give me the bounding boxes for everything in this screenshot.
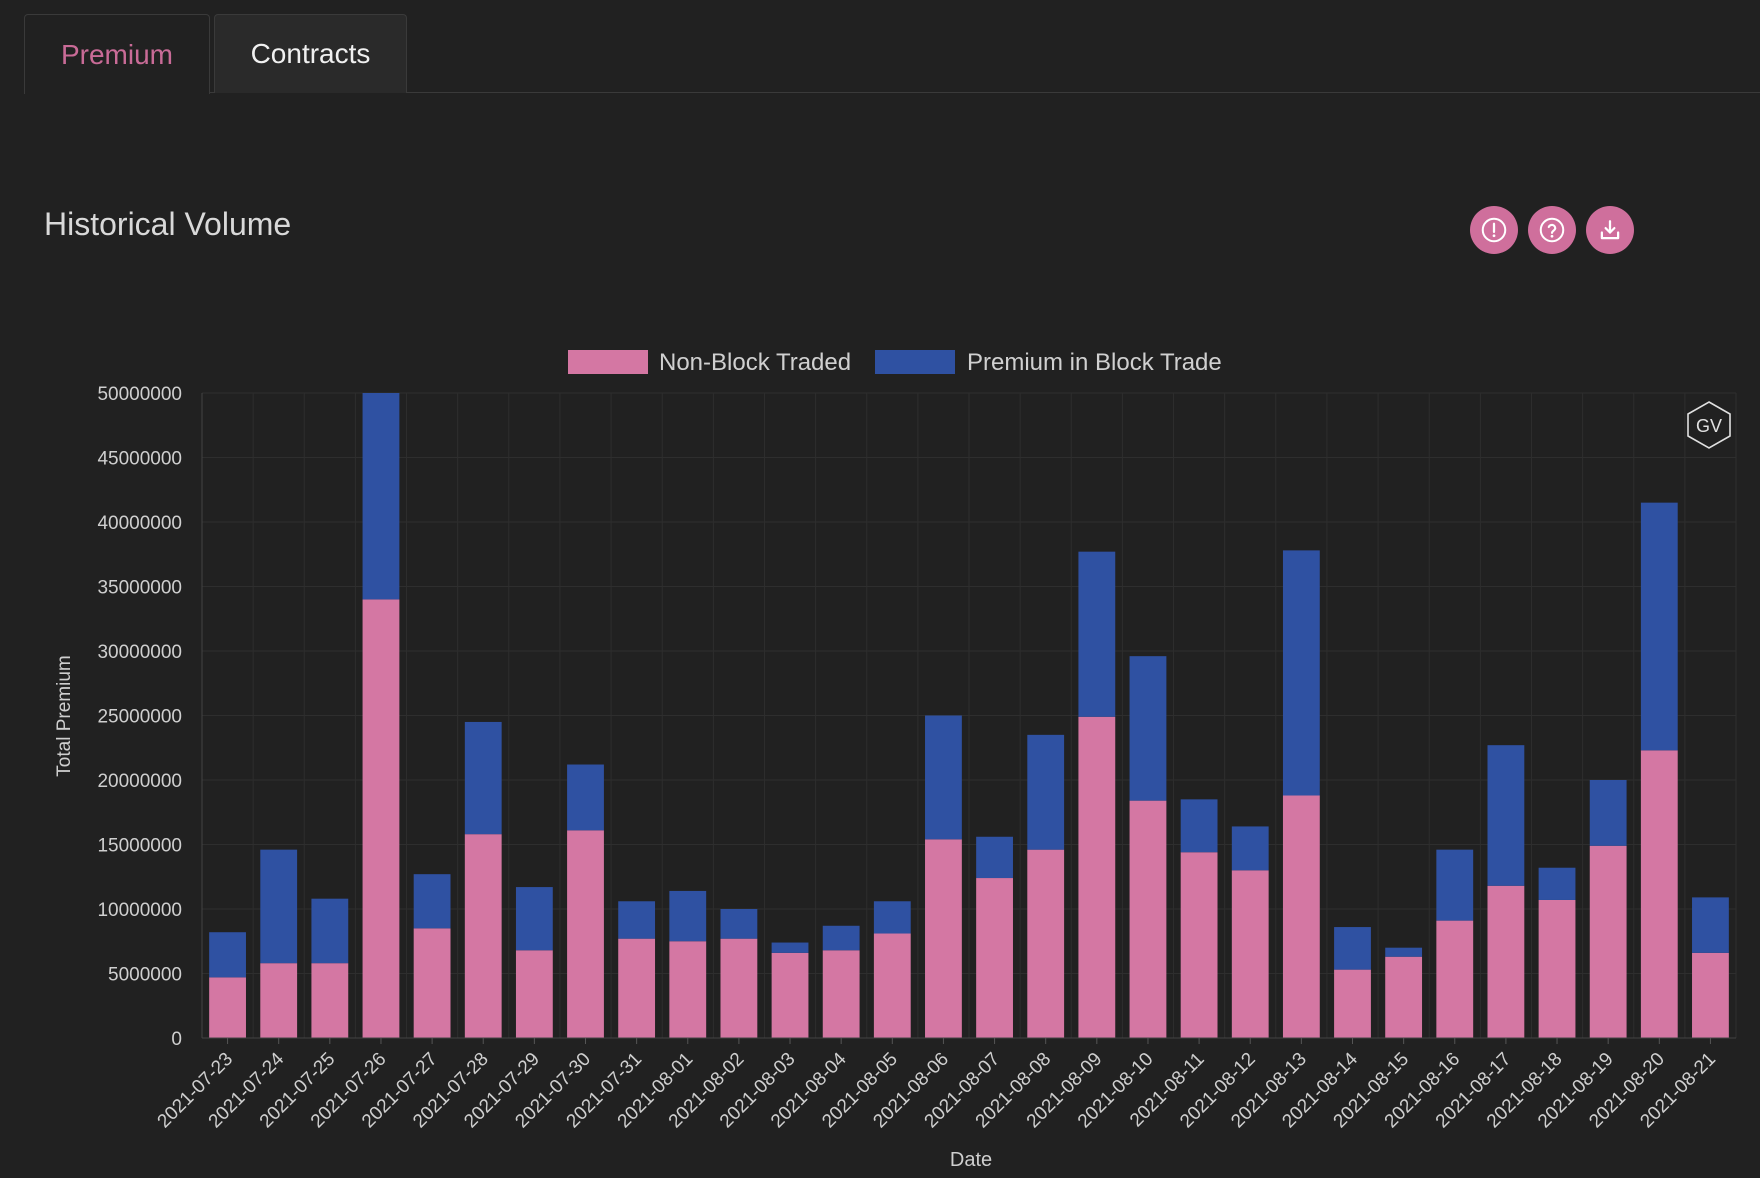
- y-tick-label: 35000000: [97, 578, 182, 599]
- y-tick-label: 45000000: [97, 449, 182, 470]
- bar-block[interactable]: [669, 890, 707, 942]
- legend-swatch-non-block[interactable]: [568, 350, 648, 374]
- alert-button[interactable]: [1470, 206, 1518, 254]
- bar-non-block[interactable]: [1282, 795, 1320, 1038]
- watermark-text: GV: [1696, 416, 1722, 436]
- legend: Non-Block Traded Premium in Block Trade: [568, 349, 1222, 376]
- bar-non-block[interactable]: [720, 938, 758, 1038]
- x-axis-label: Date: [950, 1149, 992, 1171]
- bar-block[interactable]: [822, 925, 860, 951]
- y-tick-label: 5000000: [108, 965, 182, 986]
- bar-block[interactable]: [362, 393, 400, 600]
- bar-block[interactable]: [515, 887, 553, 951]
- bar-non-block[interactable]: [873, 933, 911, 1038]
- bar-non-block[interactable]: [1385, 956, 1423, 1038]
- bar-block[interactable]: [976, 836, 1013, 879]
- bar-block[interactable]: [1640, 502, 1678, 751]
- bar-block[interactable]: [925, 715, 962, 840]
- bar-block[interactable]: [1334, 927, 1371, 970]
- y-tick-label: 40000000: [97, 513, 182, 534]
- bar-non-block[interactable]: [1487, 885, 1525, 1038]
- bar-non-block[interactable]: [925, 839, 962, 1038]
- bar-block[interactable]: [873, 901, 911, 934]
- bar-non-block[interactable]: [1538, 899, 1576, 1038]
- bar-non-block[interactable]: [413, 928, 451, 1038]
- y-tick-label: 50000000: [97, 384, 182, 405]
- bar-block[interactable]: [1129, 656, 1167, 801]
- legend-label-block[interactable]: Premium in Block Trade: [967, 349, 1222, 376]
- bar-block[interactable]: [1436, 849, 1474, 921]
- bar-block[interactable]: [1282, 550, 1320, 796]
- tab-divider: [24, 92, 1760, 93]
- bar-block[interactable]: [464, 721, 502, 835]
- bar-non-block[interactable]: [976, 878, 1013, 1038]
- bar-non-block[interactable]: [1436, 920, 1474, 1038]
- bar-block[interactable]: [720, 909, 758, 939]
- y-tick-label: 10000000: [97, 900, 182, 921]
- bar-block[interactable]: [1692, 897, 1729, 953]
- bar-block[interactable]: [413, 874, 451, 929]
- bar-block[interactable]: [260, 849, 298, 964]
- bar-non-block[interactable]: [362, 599, 400, 1038]
- bar-non-block[interactable]: [311, 963, 349, 1038]
- bar-non-block[interactable]: [1027, 849, 1065, 1038]
- tab-premium[interactable]: Premium: [24, 14, 210, 94]
- bar-non-block[interactable]: [771, 952, 809, 1038]
- help-circle-icon: [1539, 217, 1565, 243]
- bar-block[interactable]: [1180, 799, 1218, 853]
- bar-block[interactable]: [1487, 745, 1525, 886]
- bar-non-block[interactable]: [1231, 870, 1269, 1038]
- help-button[interactable]: [1528, 206, 1576, 254]
- bar-block[interactable]: [1538, 867, 1576, 900]
- y-tick-label: 30000000: [97, 642, 182, 663]
- y-axis-label: Total Premium: [54, 655, 75, 776]
- y-tick-label: 20000000: [97, 771, 182, 792]
- y-tick-label: 15000000: [97, 836, 182, 857]
- bar-block[interactable]: [311, 898, 349, 964]
- bar-block[interactable]: [618, 901, 656, 939]
- tab-contracts[interactable]: Contracts: [214, 14, 407, 93]
- bar-block[interactable]: [1385, 947, 1423, 957]
- alert-circle-icon: [1481, 217, 1507, 243]
- bar-block[interactable]: [1589, 780, 1627, 846]
- bar-non-block[interactable]: [618, 938, 656, 1038]
- bar-non-block[interactable]: [669, 941, 707, 1038]
- bar-non-block[interactable]: [1334, 969, 1371, 1038]
- bar-non-block[interactable]: [1180, 852, 1218, 1038]
- bar-non-block[interactable]: [822, 950, 860, 1038]
- bar-non-block[interactable]: [1640, 750, 1678, 1038]
- watermark: GV: [1687, 401, 1731, 449]
- bar-non-block[interactable]: [464, 834, 502, 1038]
- section-title: Historical Volume: [44, 206, 292, 242]
- bar-block[interactable]: [1231, 826, 1269, 871]
- download-button[interactable]: [1586, 206, 1634, 254]
- watermark-hexagon-icon: [1687, 401, 1731, 449]
- bar-block[interactable]: [567, 764, 604, 831]
- download-icon: [1600, 220, 1620, 240]
- legend-label-non-block[interactable]: Non-Block Traded: [659, 349, 851, 376]
- bar-non-block[interactable]: [209, 977, 246, 1038]
- y-tick-label: 0: [171, 1029, 182, 1050]
- bar-non-block[interactable]: [1692, 952, 1729, 1038]
- bar-non-block[interactable]: [1078, 716, 1116, 1038]
- bars: [209, 393, 1729, 1038]
- bar-non-block[interactable]: [567, 830, 604, 1038]
- bar-non-block[interactable]: [260, 963, 298, 1038]
- bar-block[interactable]: [1027, 734, 1065, 850]
- bar-non-block[interactable]: [515, 950, 553, 1038]
- bar-block[interactable]: [209, 932, 246, 978]
- bar-block[interactable]: [771, 942, 809, 953]
- y-tick-label: 25000000: [97, 707, 182, 728]
- bar-non-block[interactable]: [1129, 800, 1167, 1038]
- tab-bar: Premium Contracts: [0, 0, 1760, 94]
- bar-non-block[interactable]: [1589, 845, 1627, 1038]
- legend-swatch-block[interactable]: [875, 350, 955, 374]
- bar-block[interactable]: [1078, 551, 1116, 717]
